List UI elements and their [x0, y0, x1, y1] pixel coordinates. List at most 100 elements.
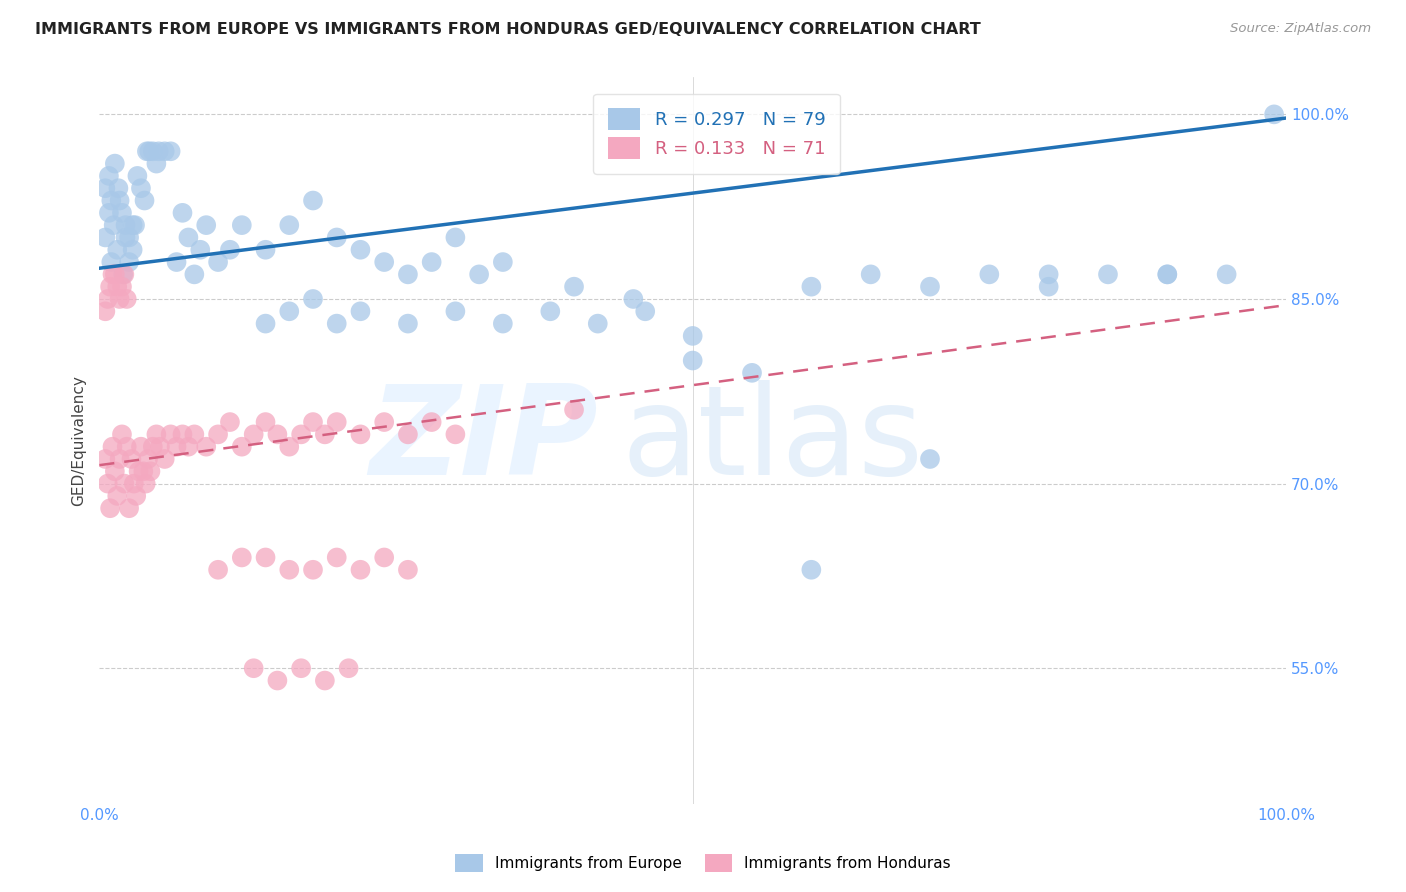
- Point: [195, 440, 218, 454]
- Point: [118, 230, 141, 244]
- Point: [108, 292, 131, 306]
- Point: [278, 440, 301, 454]
- Point: [121, 452, 143, 467]
- Point: [396, 563, 419, 577]
- Point: [302, 292, 325, 306]
- Point: [111, 279, 134, 293]
- Point: [562, 279, 585, 293]
- Point: [373, 255, 395, 269]
- Point: [118, 255, 141, 269]
- Point: [129, 440, 152, 454]
- Point: [145, 156, 167, 170]
- Point: [741, 366, 763, 380]
- Text: ZIP: ZIP: [368, 380, 598, 501]
- Point: [254, 243, 277, 257]
- Point: [1038, 268, 1060, 282]
- Point: [326, 230, 349, 244]
- Point: [302, 194, 325, 208]
- Point: [127, 169, 149, 183]
- Point: [94, 304, 117, 318]
- Point: [148, 145, 170, 159]
- Point: [349, 304, 371, 318]
- Text: Source: ZipAtlas.com: Source: ZipAtlas.com: [1230, 22, 1371, 36]
- Point: [177, 230, 200, 244]
- Point: [112, 268, 135, 282]
- Point: [349, 243, 371, 257]
- Point: [492, 255, 515, 269]
- Point: [195, 218, 218, 232]
- Point: [136, 452, 159, 467]
- Point: [1156, 268, 1178, 282]
- Point: [562, 402, 585, 417]
- Point: [135, 145, 157, 159]
- Point: [153, 145, 176, 159]
- Point: [115, 440, 138, 454]
- Point: [859, 268, 882, 282]
- Point: [183, 427, 205, 442]
- Point: [166, 255, 188, 269]
- Point: [349, 427, 371, 442]
- Point: [105, 279, 128, 293]
- Point: [800, 563, 823, 577]
- Point: [177, 440, 200, 454]
- Point: [108, 194, 131, 208]
- Point: [290, 661, 312, 675]
- Point: [100, 194, 122, 208]
- Point: [444, 427, 467, 442]
- Point: [153, 452, 176, 467]
- Point: [112, 268, 135, 282]
- Point: [115, 292, 138, 306]
- Point: [207, 563, 229, 577]
- Point: [349, 563, 371, 577]
- Point: [314, 673, 336, 688]
- Point: [172, 427, 194, 442]
- Point: [444, 304, 467, 318]
- Point: [396, 427, 419, 442]
- Point: [242, 427, 264, 442]
- Point: [139, 464, 162, 478]
- Point: [302, 563, 325, 577]
- Point: [134, 194, 156, 208]
- Point: [918, 279, 941, 293]
- Y-axis label: GED/Equivalency: GED/Equivalency: [72, 376, 86, 506]
- Point: [266, 427, 288, 442]
- Point: [800, 279, 823, 293]
- Point: [149, 440, 172, 454]
- Point: [121, 218, 143, 232]
- Point: [159, 145, 181, 159]
- Point: [101, 268, 124, 282]
- Point: [278, 304, 301, 318]
- Point: [373, 415, 395, 429]
- Point: [254, 317, 277, 331]
- Point: [125, 489, 148, 503]
- Point: [254, 415, 277, 429]
- Point: [1097, 268, 1119, 282]
- Point: [492, 317, 515, 331]
- Point: [396, 317, 419, 331]
- Point: [207, 427, 229, 442]
- Point: [94, 181, 117, 195]
- Point: [231, 440, 253, 454]
- Point: [468, 268, 491, 282]
- Point: [118, 501, 141, 516]
- Point: [124, 218, 146, 232]
- Point: [326, 415, 349, 429]
- Point: [97, 206, 120, 220]
- Point: [94, 230, 117, 244]
- Point: [420, 255, 443, 269]
- Point: [254, 550, 277, 565]
- Text: atlas: atlas: [621, 380, 924, 501]
- Point: [302, 415, 325, 429]
- Point: [114, 230, 136, 244]
- Point: [145, 427, 167, 442]
- Point: [108, 452, 131, 467]
- Point: [373, 550, 395, 565]
- Point: [112, 476, 135, 491]
- Point: [188, 243, 211, 257]
- Point: [103, 218, 125, 232]
- Point: [219, 415, 242, 429]
- Point: [105, 489, 128, 503]
- Point: [396, 268, 419, 282]
- Point: [97, 476, 120, 491]
- Text: IMMIGRANTS FROM EUROPE VS IMMIGRANTS FROM HONDURAS GED/EQUIVALENCY CORRELATION C: IMMIGRANTS FROM EUROPE VS IMMIGRANTS FRO…: [35, 22, 981, 37]
